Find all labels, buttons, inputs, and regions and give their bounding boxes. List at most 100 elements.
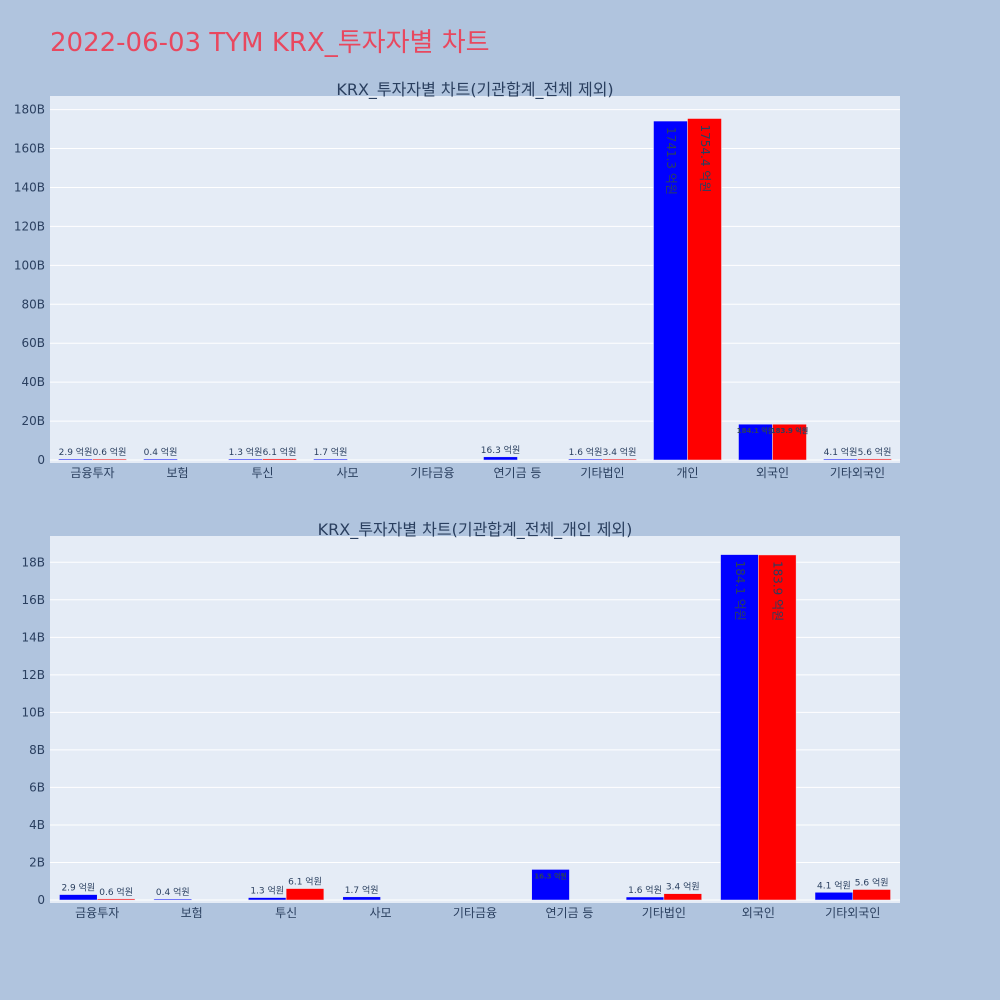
y-tick-label: 10B	[21, 705, 45, 719]
data-label: 184.1 억원	[733, 561, 747, 621]
y-tick-label: 0	[37, 453, 45, 467]
bar-buy	[59, 894, 98, 901]
y-tick-label: 160B	[14, 142, 45, 156]
bar-buy	[313, 458, 348, 461]
data-label: 183.9 억원	[771, 426, 808, 435]
y-tick-label: 140B	[14, 180, 45, 194]
bar-sell	[857, 458, 892, 461]
x-tick-label: 기타외국인	[830, 466, 885, 480]
y-tick-label: 18B	[21, 555, 45, 569]
data-label: 16.3 억원	[481, 444, 520, 456]
data-label: 0.4 억원	[144, 446, 178, 458]
x-tick-label: 기타법인	[642, 906, 686, 920]
x-tick-label: 연기금 등	[545, 906, 593, 920]
bar-buy	[531, 869, 570, 901]
bar-sell	[285, 888, 325, 901]
bar-sell	[852, 889, 891, 901]
x-tick-label: 투신	[275, 906, 297, 920]
data-label: 4.1 억원	[817, 879, 851, 891]
x-tick-label: 기타금융	[410, 466, 454, 480]
bar-buy	[720, 554, 759, 901]
y-tick-label: 80B	[21, 297, 45, 311]
bar-buy	[143, 458, 178, 461]
data-label: 2.9 억원	[61, 882, 95, 894]
bar-buy	[814, 892, 854, 901]
x-tick-label: 사모	[336, 466, 358, 480]
data-label: 1.6 억원	[628, 884, 662, 896]
data-label: 1.7 억원	[314, 446, 348, 458]
data-label: 1.3 억원	[229, 446, 263, 458]
data-label: 0.6 억원	[93, 446, 127, 458]
x-tick-label: 투신	[251, 466, 273, 480]
bar-sell	[772, 423, 807, 461]
x-tick-label: 금융투자	[75, 906, 119, 920]
bar-buy	[568, 458, 603, 461]
y-tick-label: 12B	[21, 668, 45, 682]
x-tick-label: 보험	[181, 906, 203, 920]
chart-2: 0 2B 4B 6B 8B 10B 12B 14B 16B 18B KRX_투자자별 차트(기관합계…	[21, 520, 900, 920]
data-label: 3.4 억원	[603, 446, 637, 458]
bar-buy	[653, 120, 688, 461]
page-title: 2022-06-03 TYM KRX_투자자별 차트	[50, 28, 490, 58]
data-label: 0.4 억원	[156, 886, 190, 898]
y-tick-label: 20B	[21, 414, 45, 428]
data-label: 0.6 억원	[99, 886, 133, 898]
data-label: 1.3 억원	[250, 885, 284, 897]
bar-buy	[342, 896, 381, 901]
x-tick-label: 금융투자	[70, 466, 114, 480]
x-tick-label: 기타금융	[453, 906, 497, 920]
x-tick-label: 외국인	[742, 906, 775, 920]
y-tick-label: 40B	[21, 375, 45, 389]
bar-sell	[262, 458, 297, 461]
bar-buy	[58, 458, 93, 461]
chart-title: KRX_투자자별 차트(기관합계_전체 제외)	[336, 80, 613, 100]
bar-buy	[248, 897, 287, 901]
bar-sell	[96, 898, 136, 901]
bar-sell	[687, 118, 722, 461]
bar-sell	[758, 554, 797, 901]
data-label: 1.7 억원	[345, 884, 379, 896]
y-tick-label: 2B	[29, 855, 45, 869]
x-tick-label: 개인	[676, 466, 698, 480]
plot-area	[50, 96, 900, 463]
y-tick-label: 100B	[14, 258, 45, 272]
y-tick-label: 16B	[21, 593, 45, 607]
y-tick-label: 6B	[29, 780, 45, 794]
x-tick-label: 외국인	[756, 466, 789, 480]
x-tick-label: 기타법인	[580, 466, 624, 480]
y-tick-label: 0	[37, 893, 45, 907]
data-label: 1741.3 억원	[664, 127, 678, 195]
bar-sell	[602, 458, 637, 461]
data-label: 184.1 억원	[737, 426, 774, 435]
data-label: 6.1 억원	[263, 446, 297, 458]
x-tick-label: 기타외국인	[825, 906, 880, 920]
y-tick-label: 14B	[21, 630, 45, 644]
x-tick-label: 사모	[370, 906, 392, 920]
data-label: 2.9 억원	[59, 446, 93, 458]
y-tick-label: 120B	[14, 219, 45, 233]
data-label: 5.6 억원	[858, 446, 892, 458]
bar-buy	[625, 896, 665, 901]
x-tick-label: 연기금 등	[494, 466, 542, 480]
data-label: 1754.4 억원	[698, 125, 712, 193]
data-label: 1.6 억원	[569, 446, 603, 458]
y-tick-label: 180B	[14, 103, 45, 117]
y-tick-label: 8B	[29, 743, 45, 757]
y-tick-label: 4B	[29, 818, 45, 832]
bar-buy	[483, 456, 518, 461]
bar-buy	[153, 898, 192, 901]
bar-sell	[663, 893, 702, 901]
data-label: 6.1 억원	[288, 876, 322, 888]
bar-sell	[92, 458, 127, 461]
bar-buy	[228, 458, 263, 461]
y-tick-label: 60B	[21, 336, 45, 350]
bar-buy	[823, 458, 858, 461]
x-tick-label: 보험	[166, 466, 188, 480]
bar-buy	[738, 423, 773, 461]
data-label: 16.3 억원	[534, 871, 567, 880]
chart-1: 0 20B 40B 60B 80B 100B 120B 140B 160B 180B KRX_투자자…	[14, 80, 900, 480]
chart-title: KRX_투자자별 차트(기관합계_전체_개인 제외)	[318, 520, 633, 540]
data-label: 4.1 억원	[824, 446, 858, 458]
data-label: 5.6 억원	[855, 876, 889, 888]
